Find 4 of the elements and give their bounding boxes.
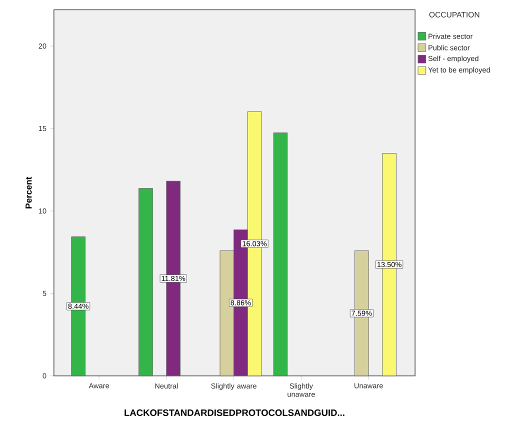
bar — [138, 188, 153, 376]
x-axis-title: LACKOFSTANDARDISEDPROTOCOLSANDGUID... — [124, 410, 344, 416]
bar — [273, 132, 288, 376]
y-axis-title: Percent — [26, 176, 32, 208]
